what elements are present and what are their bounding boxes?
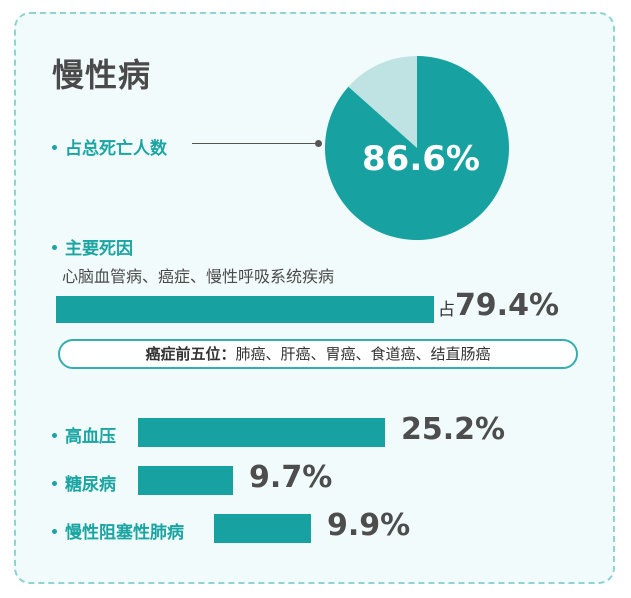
main-causes-prefix: 占 — [437, 300, 455, 320]
leader-line — [192, 143, 318, 144]
bullet-dot-icon — [52, 432, 57, 438]
pie-slice-main — [324, 56, 509, 240]
bar-category-text: 慢性阻塞性肺病 — [65, 523, 184, 543]
death-share-label-text: 占总死亡人数 — [65, 139, 167, 159]
bullet-dot-icon — [52, 528, 57, 534]
bar-value-label: 9.7% — [249, 460, 333, 495]
bar-mark — [138, 418, 385, 447]
death-share-label: 占总死亡人数 — [52, 134, 167, 159]
bullet-dot-icon — [52, 244, 57, 250]
bar-value-label: 25.2% — [400, 412, 506, 447]
leader-dot-icon — [315, 140, 322, 147]
main-causes-label-text: 主要死因 — [65, 239, 133, 259]
pie-value-label: 86.6% — [362, 139, 480, 179]
bullet-dot-icon — [52, 480, 57, 486]
cancer-top5-items: 肺癌、肝癌、胃癌、食道癌、结直肠癌 — [235, 345, 491, 363]
bar-mark — [138, 466, 234, 495]
main-causes-value: 占79.4% — [438, 288, 559, 323]
bar-mark — [214, 514, 312, 543]
cancer-top5-box: 癌症前五位：肺癌、肝癌、胃癌、食道癌、结直肠癌 — [58, 339, 578, 369]
cancer-top5-label: 癌症前五位： — [145, 345, 236, 363]
page-title: 慢性病 — [52, 56, 152, 94]
pie-chart: 86.6% — [324, 56, 509, 240]
main-causes-label: 主要死因 — [52, 234, 133, 259]
bar-category-text: 高血压 — [65, 427, 116, 447]
bar-category-label: 高血压 — [52, 422, 116, 447]
main-causes-value-label: 79.4% — [454, 288, 560, 323]
bar-value-label: 9.9% — [327, 508, 411, 543]
main-causes-bar — [56, 296, 434, 323]
main-causes-desc: 心脑血管病、癌症、慢性呼吸系统疾病 — [62, 267, 335, 286]
bar-category-label: 慢性阻塞性肺病 — [52, 518, 184, 543]
bar-category-text: 糖尿病 — [65, 475, 116, 495]
bullet-dot-icon — [52, 144, 57, 150]
bar-category-label: 糖尿病 — [52, 470, 116, 495]
